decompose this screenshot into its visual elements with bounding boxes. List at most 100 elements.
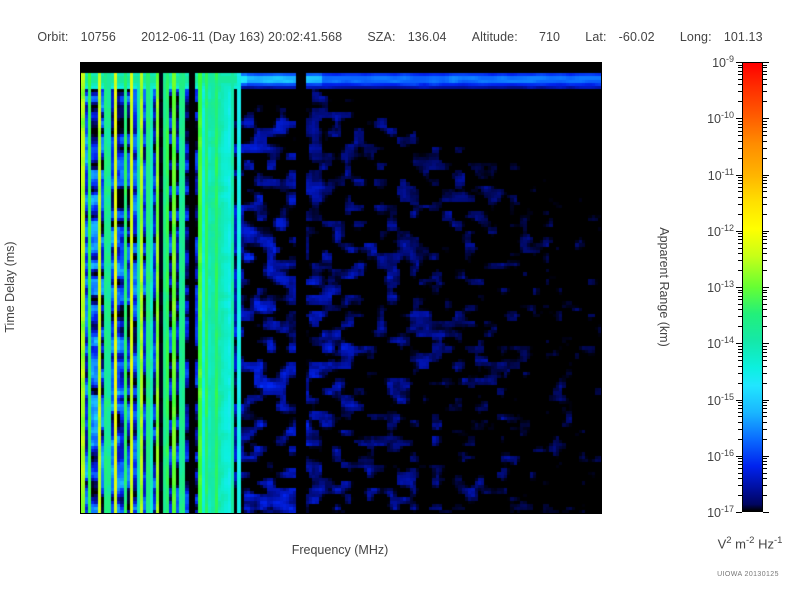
x-tick-minor	[438, 513, 439, 514]
colorbar-minor-tick-left	[738, 236, 742, 238]
colorbar-minor-tick-right	[763, 179, 767, 181]
unit-volt: V	[717, 536, 727, 552]
colorbar-minor-tick-right	[763, 382, 767, 384]
colorbar-minor-tick-right	[763, 351, 767, 353]
y-tick-minor	[80, 353, 81, 354]
y-tick-minor	[80, 148, 81, 149]
x-tick-minor-top	[246, 62, 247, 63]
colorbar-minor-tick-left	[738, 84, 742, 86]
colorbar-minor-tick-left	[738, 485, 742, 487]
colorbar-minor-tick-right	[763, 213, 767, 215]
unit-hertz-exp: -1	[773, 535, 783, 546]
y-tick-major	[80, 123, 81, 124]
x-tick-minor-top	[323, 62, 324, 63]
right-tick-minor	[601, 103, 602, 104]
x-tick-minor	[419, 513, 420, 514]
x-tick-minor	[505, 513, 506, 514]
colorbar-minor-tick-left	[738, 416, 742, 418]
right-tick-major	[601, 144, 602, 145]
x-tick-minor	[140, 513, 141, 514]
altitude-label: Altitude:	[471, 30, 518, 44]
colorbar-minor-tick-left	[738, 177, 742, 179]
x-tick-minor-top	[495, 62, 496, 63]
y-tick-minor	[80, 111, 81, 112]
y-tick-minor	[80, 135, 81, 136]
x-tick-minor	[409, 513, 410, 514]
colorbar-tick-right	[763, 118, 769, 120]
colorbar-minor-tick-left	[738, 67, 742, 69]
x-tick-major	[553, 513, 554, 514]
colorbar-minor-tick-left	[738, 233, 742, 235]
colorbar-minor-tick-right	[763, 289, 767, 291]
colorbar-minor-tick-left	[738, 203, 742, 205]
colorbar-tick-left	[736, 62, 742, 63]
colorbar-minor-tick-right	[763, 270, 767, 272]
colorbar-minor-tick-right	[763, 126, 767, 128]
x-tick-minor-top	[188, 62, 189, 63]
colorbar-minor-tick-right	[763, 478, 767, 480]
x-tick-minor-top	[217, 62, 218, 63]
x-tick-minor	[591, 513, 592, 514]
sza-label: SZA:	[367, 30, 396, 44]
colorbar-minor-tick-left	[738, 183, 742, 185]
colorbar-minor-tick-left	[738, 472, 742, 474]
x-tick-minor-top	[179, 62, 180, 63]
colorbar-minor-tick-left	[738, 295, 742, 297]
x-tick-minor-top	[380, 62, 381, 63]
x-tick-minor-top	[400, 62, 401, 63]
colorbar-minor-tick-left	[738, 243, 742, 245]
colorbar-tick-right	[763, 287, 769, 288]
x-tick-minor-top	[83, 62, 84, 63]
right-tick-minor	[601, 506, 602, 507]
x-tick-minor-top	[352, 62, 353, 63]
colorbar-tick-label: 10-17	[707, 503, 734, 521]
x-tick-minor-top	[112, 62, 113, 63]
colorbar-minor-tick-right	[763, 345, 767, 347]
x-tick-minor-top	[486, 62, 487, 63]
colorbar-minor-tick-right	[763, 402, 767, 404]
x-tick-major-top	[457, 62, 458, 63]
right-tick-minor	[601, 345, 602, 346]
colorbar-minor-tick-right	[763, 299, 767, 301]
x-tick-minor-top	[275, 62, 276, 63]
colorbar-tick-left	[736, 343, 742, 345]
y-tick-minor	[80, 413, 81, 414]
colorbar-minor-tick-right	[763, 355, 767, 357]
x-tick-minor	[534, 513, 535, 514]
colorbar-minor-tick-left	[738, 213, 742, 215]
y-tick-minor	[80, 450, 81, 451]
colorbar-minor-tick-left	[738, 348, 742, 350]
colorbar-minor-tick-right	[763, 123, 767, 125]
colorbar-minor-tick-right	[763, 365, 767, 367]
colorbar-minor-tick-left	[738, 135, 742, 137]
altitude-value: 710	[538, 30, 561, 44]
colorbar-minor-tick-right	[763, 372, 767, 374]
orbit-label: Orbit:	[37, 30, 69, 44]
y-tick-minor	[80, 329, 81, 330]
x-tick-minor	[400, 513, 401, 514]
colorbar-minor-tick-left	[738, 140, 742, 142]
colorbar-minor-tick-right	[763, 468, 767, 470]
x-tick-minor-top	[284, 62, 285, 63]
colorbar-minor-tick-right	[763, 70, 767, 72]
x-tick-minor	[582, 513, 583, 514]
colorbar-minor-tick-right	[763, 236, 767, 238]
x-tick-minor-top	[198, 62, 199, 63]
colorbar-minor-tick-right	[763, 303, 767, 305]
x-tick-minor-top	[534, 62, 535, 63]
unit-meter: m	[731, 536, 746, 552]
colorbar-minor-tick-left	[738, 260, 742, 262]
colorbar-tick-right	[763, 399, 769, 401]
datetime-value: 2012-06-11 (Day 163) 20:02:41.568	[141, 30, 343, 44]
colorbar-minor-tick-right	[763, 292, 767, 294]
colorbar-minor-tick-left	[738, 253, 742, 255]
x-tick-minor	[390, 513, 391, 514]
colorbar-minor-tick-left	[738, 316, 742, 318]
colorbar-minor-tick-right	[763, 147, 767, 149]
y-tick-major	[80, 184, 81, 185]
colorbar-minor-tick-left	[738, 404, 742, 406]
x-tick-minor	[515, 513, 516, 514]
colorbar-minor-tick-right	[763, 183, 767, 185]
y-tick-minor	[80, 317, 81, 318]
x-tick-major-top	[169, 62, 170, 63]
